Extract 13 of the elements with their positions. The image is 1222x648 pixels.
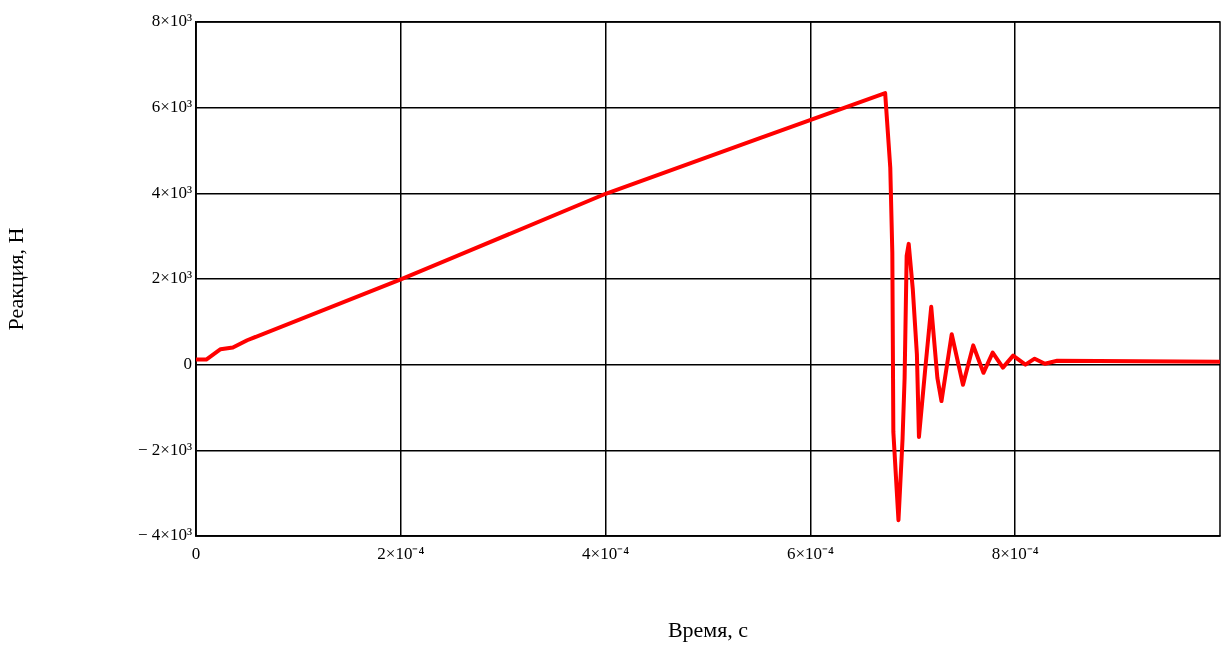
y-tick-label: 2×10³ xyxy=(151,268,192,288)
y-axis-title: Реакция, Н xyxy=(2,227,28,331)
y-tick-label: − 2×10³ xyxy=(137,439,192,459)
x-tick-label: 6×10⁻⁴ xyxy=(786,543,834,563)
y-tick-label: 0 xyxy=(183,354,192,374)
y-tick-label: 8×10³ xyxy=(151,11,192,31)
y-tick-label: 6×10³ xyxy=(151,97,192,117)
y-tick-label: 4×10³ xyxy=(151,182,192,202)
y-tick-label: − 4×10³ xyxy=(137,525,192,545)
x-tick-label: 8×10⁻⁴ xyxy=(991,543,1039,563)
x-axis-title: Время, с xyxy=(667,616,749,642)
x-tick-label: 4×10⁻⁴ xyxy=(582,543,630,563)
x-tick-label: 2×10⁻⁴ xyxy=(377,543,425,563)
